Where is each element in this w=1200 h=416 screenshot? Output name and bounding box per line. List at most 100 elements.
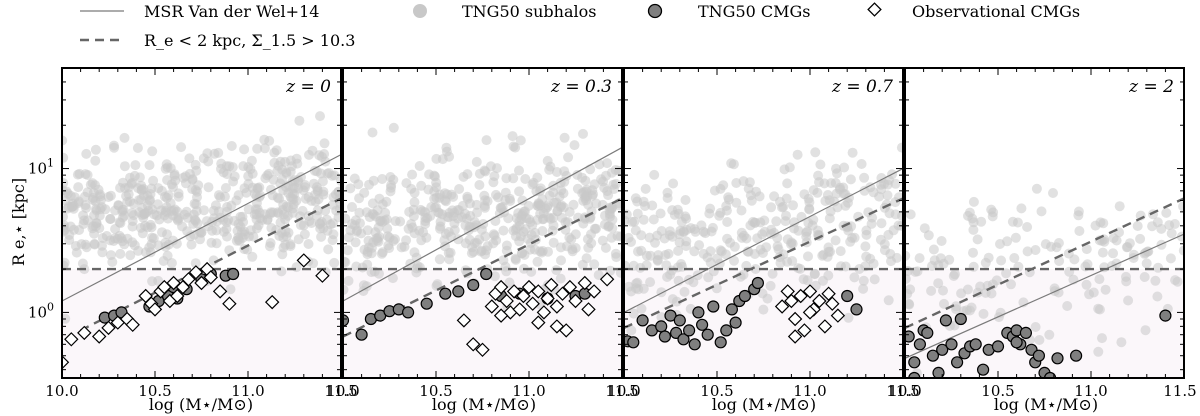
tng-cmg-point [439, 287, 452, 300]
subhalo-point [1016, 203, 1027, 214]
subhalo-point [792, 149, 803, 160]
subhalo-point [414, 161, 425, 171]
subhalo-point [275, 178, 286, 189]
subhalo-point [1081, 279, 1092, 290]
subhalo-point [1178, 201, 1184, 212]
subhalo-point [1010, 232, 1021, 243]
subhalo-point [220, 183, 231, 193]
subhalo-point [353, 179, 364, 190]
subhalo-point [680, 195, 691, 205]
x-tick-label: 11.5 [324, 382, 357, 400]
subhalo-point [1156, 223, 1167, 234]
subhalo-point [488, 177, 499, 188]
subhalo-point [1036, 206, 1047, 217]
subhalo-point [893, 220, 903, 231]
subhalo-point [1097, 247, 1108, 258]
subhalo-point [444, 208, 455, 218]
subhalo-point [95, 191, 106, 202]
subhalo-point [252, 183, 263, 193]
subhalo-point [757, 248, 768, 258]
obs-cmg-point [549, 319, 565, 334]
subhalo-point [191, 206, 202, 217]
tng-cmg-point [452, 285, 465, 298]
subhalo-point [128, 198, 139, 209]
subhalo-point [1001, 268, 1012, 279]
obs-cmg-point [203, 270, 219, 285]
subhalo-point [905, 273, 911, 284]
subhalo-point [421, 232, 432, 243]
panel-frame [904, 67, 1185, 379]
subhalo-point [281, 168, 292, 179]
subhalo-point [884, 208, 895, 219]
subhalo-point [883, 295, 894, 306]
subhalo-point [504, 277, 515, 288]
subhalo-point [144, 160, 155, 171]
subhalo-point [245, 225, 256, 236]
subhalo-point [861, 251, 872, 262]
subhalo-point [343, 275, 354, 286]
obs-cmg-point [484, 299, 500, 314]
subhalo-point [705, 257, 716, 268]
subhalo-point [636, 245, 647, 256]
subhalo-point [142, 200, 153, 211]
subhalo-point [109, 140, 119, 151]
tng-cmg-point [932, 366, 945, 378]
subhalo-point [259, 134, 270, 145]
subhalo-point [786, 237, 797, 248]
subhalo-point [409, 187, 420, 198]
subhalo-point [203, 182, 214, 193]
subhalo-point [187, 184, 198, 195]
subhalo-point [454, 205, 465, 216]
subhalo-point [905, 250, 911, 261]
subhalo-point [818, 275, 828, 286]
subhalo-point [123, 189, 134, 200]
subhalo-point [650, 237, 660, 248]
subhalo-point [90, 155, 101, 166]
subhalo-point [978, 308, 989, 319]
subhalo-point [147, 146, 158, 157]
obs-cmg-point [512, 302, 527, 317]
legend: MSR Van der Wel+14 R_e < 2 kpc, Σ_1.5 > … [80, 2, 1080, 50]
subhalo-point [480, 249, 491, 260]
subhalo-point [87, 178, 98, 189]
subhalo-point [845, 236, 856, 247]
subhalo-point [834, 184, 845, 195]
subhalo-point [157, 227, 167, 238]
subhalo-point [720, 249, 731, 260]
subhalo-point [602, 158, 613, 169]
x-tick-label: 10.5 [700, 382, 733, 400]
subhalo-point [90, 144, 101, 155]
x-tick-label: 10.5 [419, 382, 452, 400]
subhalo-point [390, 216, 401, 227]
subhalo-point [364, 179, 374, 190]
subhalo-point [544, 164, 555, 175]
subhalo-point [673, 208, 684, 219]
subhalo-point [544, 190, 555, 201]
subhalo-point [559, 132, 570, 143]
subhalo-point [736, 205, 747, 216]
subhalo-point [327, 235, 338, 246]
subhalo-point [824, 195, 835, 206]
obs-cmg-point [296, 253, 312, 268]
subhalo-point [530, 227, 540, 238]
subhalo-point [905, 209, 916, 220]
subhalo-point [160, 205, 171, 216]
obs-cmg-point [315, 268, 330, 283]
subhalo-point [867, 212, 878, 223]
subhalo-point [172, 206, 183, 217]
tng-cmg-point [1032, 349, 1046, 362]
subhalo-point [987, 211, 998, 222]
subhalo-point [226, 200, 237, 211]
subhalo-point [517, 195, 528, 206]
subhalo-point [469, 217, 480, 228]
subhalo-point [1044, 329, 1055, 340]
msr-line [62, 154, 341, 302]
subhalo-point [711, 283, 722, 294]
obs-cmg-point [77, 325, 92, 341]
subhalo-point [923, 230, 934, 241]
subhalo-point [322, 225, 333, 236]
subhalo-point [563, 152, 574, 163]
subhalo-point [482, 196, 493, 207]
obs-cmg-point [774, 299, 790, 314]
subhalo-point [780, 216, 791, 227]
